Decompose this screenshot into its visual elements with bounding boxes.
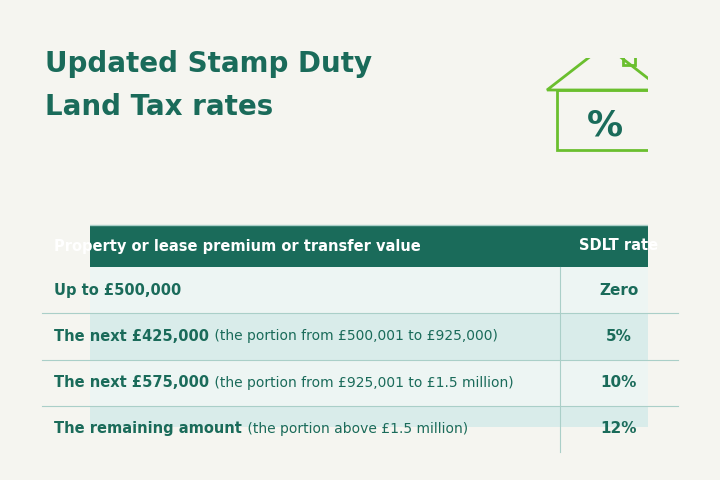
Text: (the portion from £500,001 to £925,000): (the portion from £500,001 to £925,000) [210,329,498,343]
Text: The next £425,000: The next £425,000 [54,329,209,344]
Text: (the portion above £1.5 million): (the portion above £1.5 million) [243,422,468,436]
FancyBboxPatch shape [42,313,678,360]
Text: 12%: 12% [600,421,637,436]
Text: The remaining amount: The remaining amount [54,421,242,436]
Text: %: % [587,108,623,142]
Text: Zero: Zero [599,283,639,298]
Text: SDLT rate: SDLT rate [580,239,659,253]
Text: (the portion from £925,001 to £1.5 million): (the portion from £925,001 to £1.5 milli… [210,376,514,390]
Text: The next £575,000: The next £575,000 [54,375,209,390]
Text: Up to £500,000: Up to £500,000 [54,283,181,298]
FancyBboxPatch shape [42,225,678,267]
FancyBboxPatch shape [42,267,678,313]
Text: Property or lease premium or transfer value: Property or lease premium or transfer va… [54,239,420,253]
FancyBboxPatch shape [42,406,678,452]
FancyBboxPatch shape [42,360,678,406]
Text: Updated Stamp Duty: Updated Stamp Duty [45,50,372,78]
Text: Land Tax rates: Land Tax rates [45,93,274,121]
Text: 5%: 5% [606,329,632,344]
Text: 10%: 10% [600,375,637,390]
